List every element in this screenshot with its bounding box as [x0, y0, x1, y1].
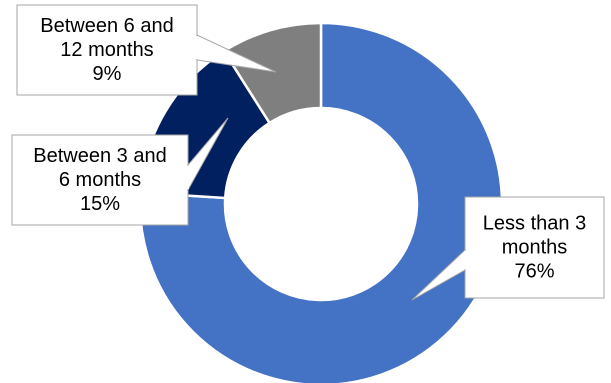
callout-box: [16, 4, 198, 96]
slice-category-label: Less than 3: [483, 213, 586, 235]
slice-category-label: 12 months: [60, 39, 153, 61]
callout-box: [464, 196, 605, 299]
donut-slice-2: [222, 21, 323, 125]
slice-category-label: months: [502, 237, 568, 259]
donut-slice-0: [138, 21, 504, 383]
slice-percent-label: 9%: [93, 63, 122, 85]
slice-percent-label: 76%: [514, 261, 554, 283]
slice-category-label: Between 6 and: [40, 15, 173, 37]
callout-box: [11, 134, 189, 226]
slice-category-label: 6 months: [59, 169, 141, 191]
slice-category-label: Between 3 and: [33, 145, 166, 167]
slice-percent-label: 15%: [80, 193, 120, 215]
